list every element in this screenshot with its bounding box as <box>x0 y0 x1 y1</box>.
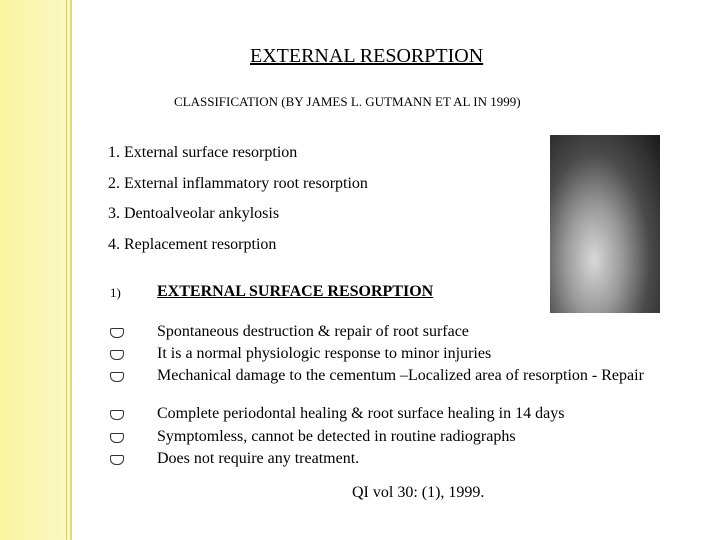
point: Spontaneous destruction & repair of root… <box>157 323 469 340</box>
bullet <box>110 372 124 382</box>
point: Does not require any treatment. <box>157 450 360 467</box>
side-line <box>66 0 67 540</box>
citation: QI vol 30: (1), 1999. <box>352 484 485 501</box>
bullet <box>110 350 124 360</box>
bullet <box>110 455 124 465</box>
point: It is a normal physiologic response to m… <box>157 345 492 362</box>
classification-item: 3. Dentoalveolar ankylosis <box>108 205 280 222</box>
bullet <box>110 410 124 420</box>
side-line <box>70 0 72 540</box>
section-number: 1) <box>110 285 121 300</box>
classification-item: 2. External inflammatory root resorption <box>108 175 368 192</box>
classification-item: 4. Replacement resorption <box>108 236 277 253</box>
section-heading: EXTERNAL SURFACE RESORPTION <box>157 283 434 300</box>
point: Mechanical damage to the cementum –Local… <box>157 367 644 384</box>
bullet <box>110 433 124 443</box>
title: EXTERNAL RESORPTION <box>250 45 484 67</box>
point: Complete periodontal healing & root surf… <box>157 405 565 422</box>
side-band <box>0 0 72 540</box>
bullet <box>110 328 124 338</box>
xray-image <box>550 135 660 313</box>
subtitle: CLASSIFICATION (BY JAMES L. GUTMANN ET A… <box>174 94 521 109</box>
classification-item: 1. External surface resorption <box>108 144 298 161</box>
point: Symptomless, cannot be detected in routi… <box>157 428 516 445</box>
